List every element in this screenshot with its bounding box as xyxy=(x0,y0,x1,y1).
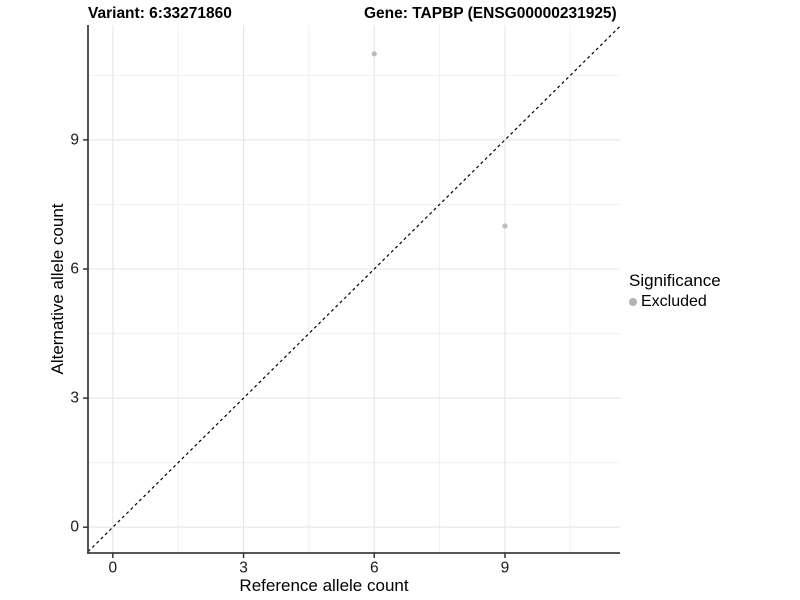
y-tick-label: 6 xyxy=(70,260,79,277)
y-tick-label: 0 xyxy=(70,519,79,536)
data-point xyxy=(371,51,377,57)
x-tick-label: 6 xyxy=(370,559,379,576)
y-tick-label: 9 xyxy=(70,131,79,148)
x-tick-label: 9 xyxy=(501,559,510,576)
x-tick-label: 0 xyxy=(109,559,118,576)
y-axis-title: Alternative allele count xyxy=(48,203,67,375)
legend-entry-label: Excluded xyxy=(641,293,707,310)
excluded-point-icon xyxy=(629,297,637,306)
legend: Significance Excluded xyxy=(629,271,721,311)
legend-title: Significance xyxy=(629,271,721,290)
legend-entry-excluded: Excluded xyxy=(629,292,721,311)
x-tick-label: 3 xyxy=(239,559,248,576)
variant-title: Variant: 6:33271860 xyxy=(88,5,232,22)
gene-title: Gene: TAPBP (ENSG00000231925) xyxy=(364,5,617,22)
identity-line xyxy=(87,25,621,553)
data-point xyxy=(502,223,508,229)
x-axis-title: Reference allele count xyxy=(239,576,409,595)
y-tick-label: 3 xyxy=(70,390,79,407)
